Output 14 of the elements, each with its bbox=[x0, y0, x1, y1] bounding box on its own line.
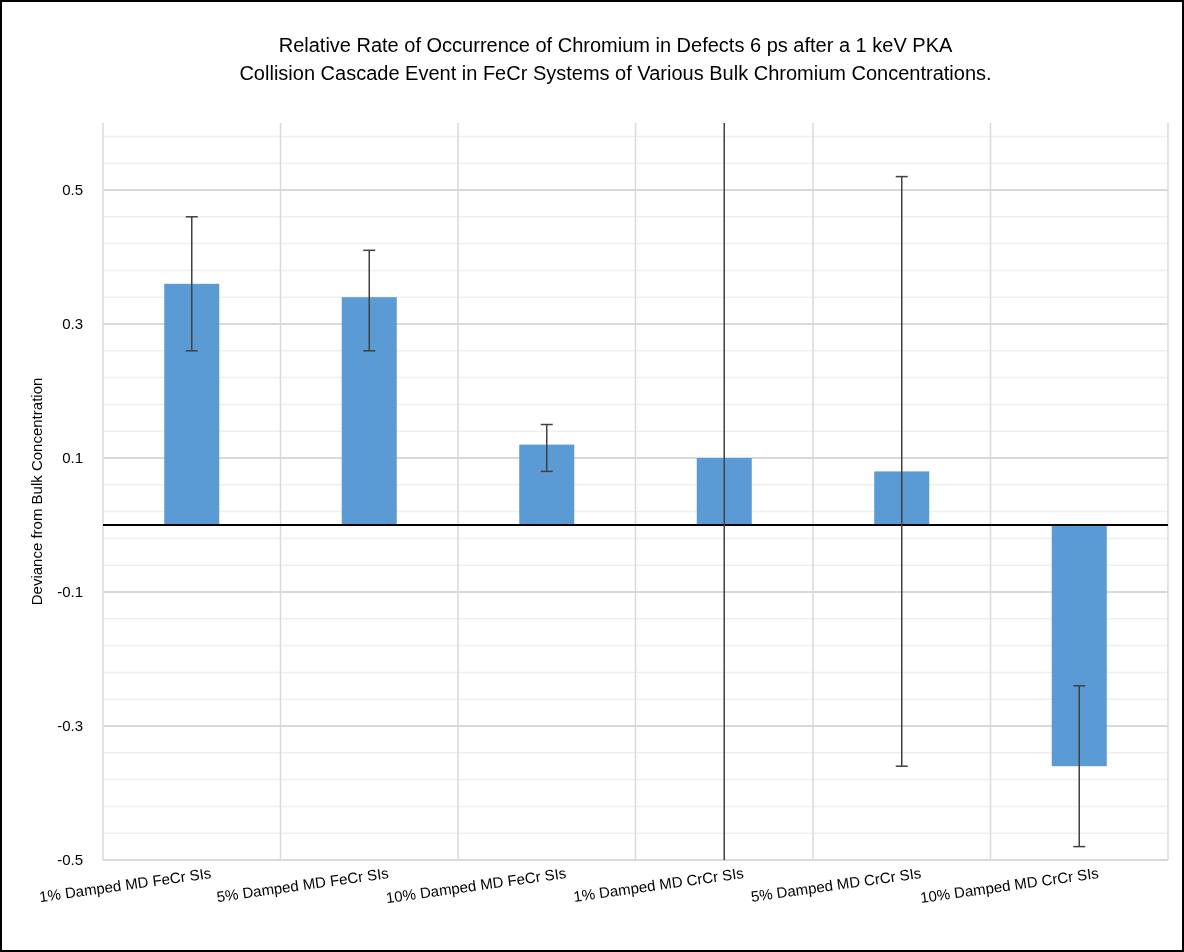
bar bbox=[874, 471, 930, 525]
bar bbox=[1051, 525, 1107, 767]
y-tick-label: 0.5 bbox=[62, 181, 83, 199]
y-tick-label: 0.1 bbox=[62, 449, 83, 467]
x-tick-label: 1% Damped MD CrCr SIs bbox=[572, 864, 745, 905]
bar bbox=[519, 444, 575, 525]
y-tick-label: 0.3 bbox=[62, 315, 83, 333]
y-axis-title: Deviance from Bulk Concentration bbox=[28, 377, 45, 606]
chart-title: Relative Rate of Occurrence of Chromium in Defects 6 ps after a 1 keV PKA Collision Cascade Event in FeCr Systems of Various Bulk Chromium Concentrations. bbox=[239, 34, 992, 84]
bar bbox=[164, 283, 220, 525]
y-tick-label: -0.3 bbox=[57, 717, 83, 735]
bar bbox=[341, 297, 397, 525]
y-tick-label: -0.1 bbox=[57, 583, 83, 601]
bar bbox=[696, 458, 752, 525]
